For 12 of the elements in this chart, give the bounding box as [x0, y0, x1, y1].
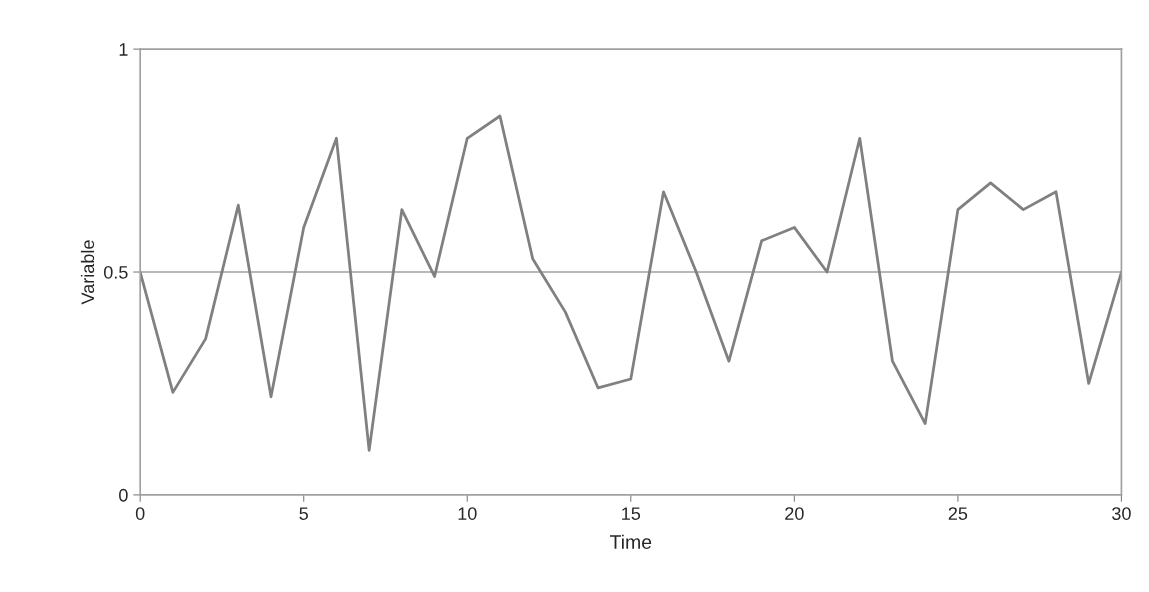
- x-tick-label: 10: [458, 507, 477, 520]
- x-tick-label: 20: [785, 507, 804, 520]
- x-tick-label: 0: [135, 507, 145, 520]
- x-tick-label: 30: [1112, 507, 1131, 520]
- y-tick-label: 0: [119, 488, 128, 502]
- y-axis-title: Variable: [80, 240, 95, 305]
- y-tick-label: 0.5: [103, 265, 128, 279]
- y-tick-label: 1: [119, 43, 128, 56]
- x-tick-label: 5: [299, 507, 308, 520]
- x-tick-label: 25: [948, 507, 968, 520]
- x-tick-label: 15: [622, 507, 641, 520]
- x-axis-title: Time: [610, 534, 652, 549]
